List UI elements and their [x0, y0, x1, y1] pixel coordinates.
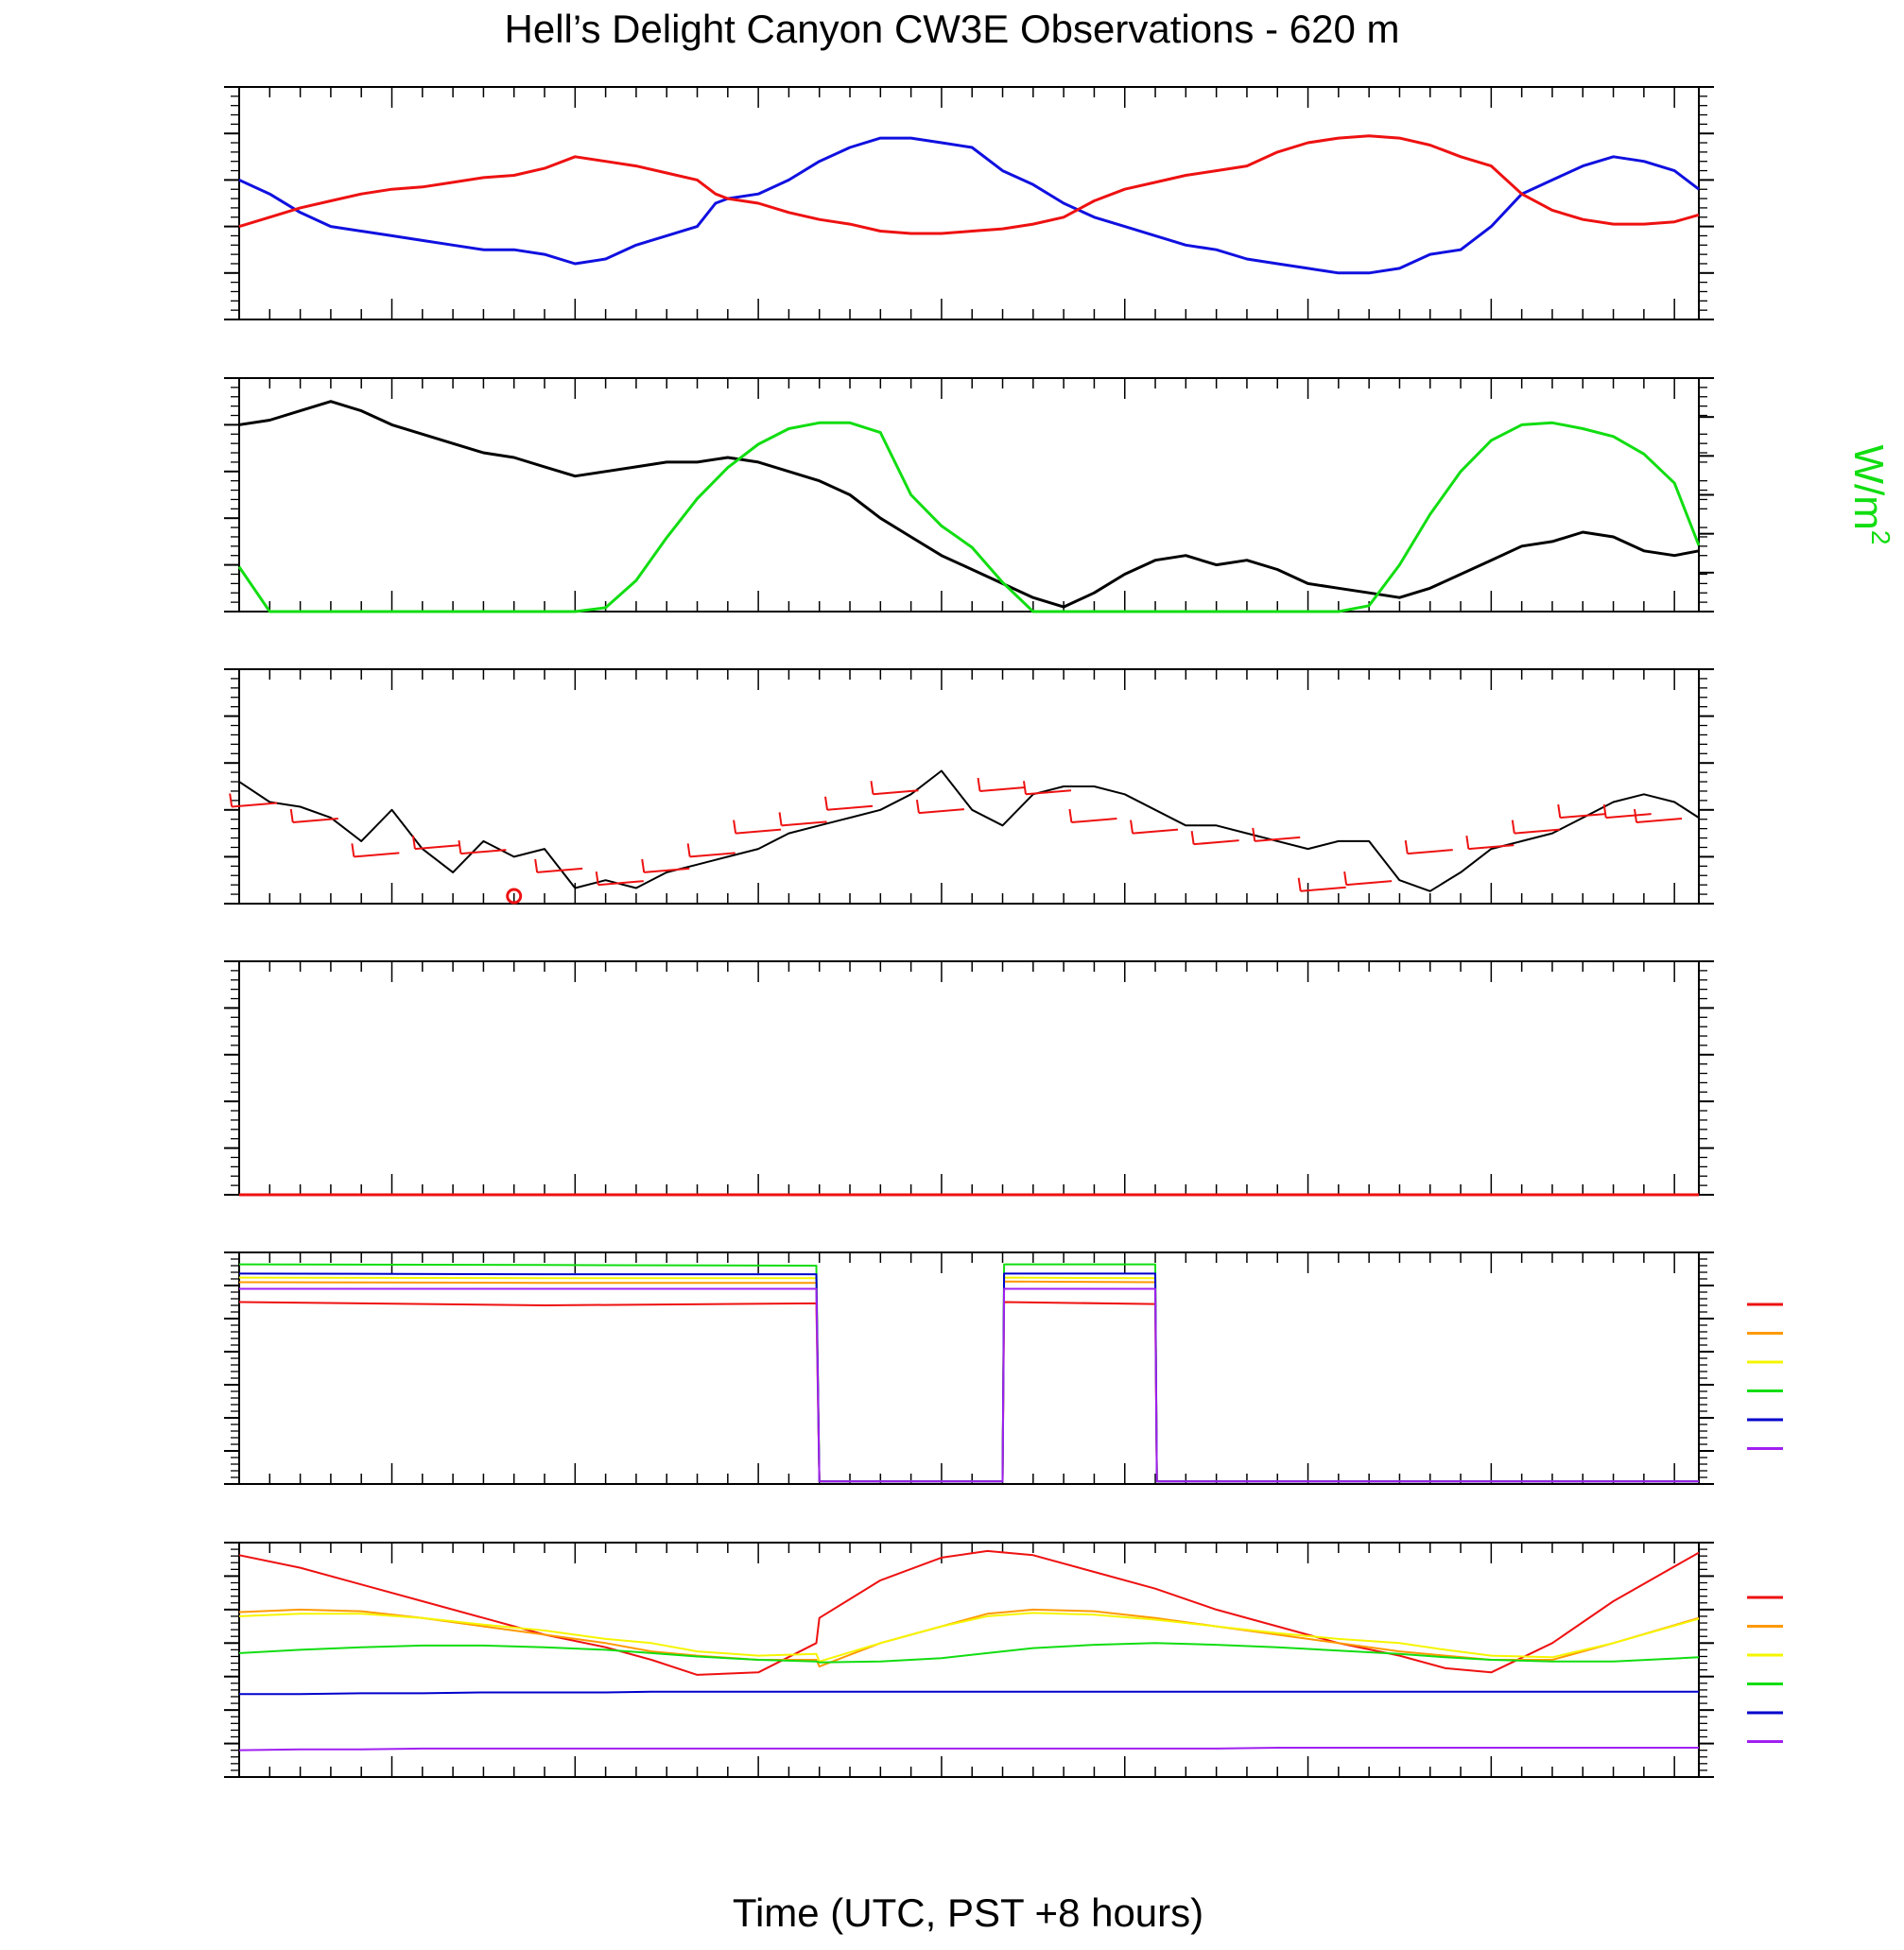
- wind-barb: [1025, 789, 1072, 796]
- wind-barb-flag: [1022, 781, 1027, 795]
- wind-barb-flag: [458, 839, 462, 854]
- wind-barb: [1071, 818, 1117, 824]
- wind-barb-flag: [1297, 877, 1302, 891]
- wind-barb: [918, 808, 965, 815]
- wind-barb: [689, 852, 736, 858]
- wind-barb-flag: [351, 843, 355, 857]
- series-line-soil_moisture-3: [238, 1263, 1699, 1483]
- series-line-wind-0: [238, 769, 1700, 892]
- series-line-temp_rh-1: [238, 134, 1700, 235]
- wind-barb-flag: [1465, 835, 1470, 850]
- series-line-pressure_solar-0: [238, 400, 1700, 609]
- wind-barb-flag: [411, 835, 416, 850]
- wind-barb: [1300, 886, 1346, 892]
- series-line-soil_moisture-0: [238, 1301, 1699, 1483]
- series-line-soil_moisture-5: [239, 1287, 1699, 1483]
- wind-barb-flag: [1404, 839, 1409, 854]
- wind-barb-flag: [1557, 803, 1562, 819]
- plot-frame-wind: [238, 668, 1700, 905]
- wind-barb: [1132, 828, 1179, 835]
- wind-barb: [1255, 836, 1301, 842]
- wind-barb-flag: [915, 799, 920, 814]
- wind-barb-flag: [1252, 827, 1256, 842]
- wind-barb: [537, 867, 583, 873]
- wind-barb: [1346, 880, 1393, 887]
- wind-barb-flag: [1130, 820, 1134, 834]
- wind-barb: [460, 849, 507, 855]
- series-line-soil_moisture-1: [238, 1280, 1699, 1483]
- wind-barb: [1193, 839, 1239, 846]
- wind-barb: [826, 804, 874, 811]
- wind-barb: [597, 880, 644, 887]
- plot-frame-precip: [238, 960, 1700, 1196]
- series-line-soil_temp-1: [238, 1608, 1700, 1668]
- wind-barb: [1407, 849, 1453, 855]
- series-line-soil_temp-3: [238, 1642, 1700, 1664]
- wind-barb-flag: [1190, 831, 1195, 845]
- plot-frame-temp_rh: [238, 86, 1700, 320]
- wind-barb: [1468, 844, 1515, 851]
- series-line-soil_moisture-2: [238, 1276, 1699, 1483]
- series-line-soil_temp-5: [238, 1747, 1699, 1752]
- wind-barb-flag: [595, 871, 599, 886]
- wind-barb-flag: [977, 777, 981, 792]
- wind-barb: [644, 867, 690, 873]
- plot-frame-soil_temp: [238, 1542, 1700, 1778]
- wind-barb-flag: [733, 820, 737, 834]
- wind-barb: [1605, 813, 1652, 820]
- wind-barb: [354, 852, 400, 858]
- series-line-soil_temp-2: [238, 1612, 1700, 1663]
- wind-barb-flag: [824, 796, 829, 810]
- x-axis-label: Time (UTC, PST +8 hours): [733, 1890, 1203, 1935]
- wind-barb-flag: [870, 781, 874, 795]
- wind-barb: [1636, 818, 1683, 824]
- series-line-soil_temp-0: [238, 1549, 1700, 1676]
- wind-barb-flag: [534, 858, 539, 873]
- wind-barb: [979, 785, 1026, 792]
- wind-barb-flag: [1602, 803, 1607, 819]
- series-line-soil_temp-4: [239, 1690, 1699, 1696]
- wind-barb-flag: [778, 812, 783, 826]
- wind-barb-flag: [1068, 808, 1073, 823]
- wind-barb: [414, 844, 461, 851]
- wind-barb-flag: [229, 793, 234, 807]
- wind-barb-flag: [641, 858, 646, 873]
- wind-barb-flag: [1634, 808, 1637, 823]
- wind-barb: [292, 818, 338, 824]
- calm-wind-marker: [506, 888, 523, 905]
- wind-barb-flag: [1511, 820, 1515, 834]
- wind-barb: [1514, 828, 1560, 835]
- wind-barb: [736, 828, 782, 835]
- y-axis-label-right-base: W/m: [1845, 445, 1892, 530]
- wind-barb: [1560, 813, 1606, 820]
- wind-barb-flag: [1343, 871, 1348, 886]
- series-line-pressure_solar-1: [237, 421, 1701, 613]
- wind-barb: [232, 802, 278, 808]
- wind-barb: [781, 820, 827, 827]
- y-axis-label-right: W/m2: [1845, 445, 1895, 545]
- chart-title: Hell’s Delight Canyon CW3E Observations …: [505, 7, 1400, 51]
- wind-barb-flag: [686, 843, 691, 857]
- y-axis-label-right-sup: 2: [1866, 530, 1895, 545]
- plot-frame-soil_moisture: [238, 1251, 1700, 1485]
- series-line-temp_rh-0: [238, 136, 1700, 275]
- plot-frame-pressure_solar: [238, 377, 1700, 613]
- wind-barb: [873, 789, 919, 796]
- wind-barb-flag: [289, 808, 294, 823]
